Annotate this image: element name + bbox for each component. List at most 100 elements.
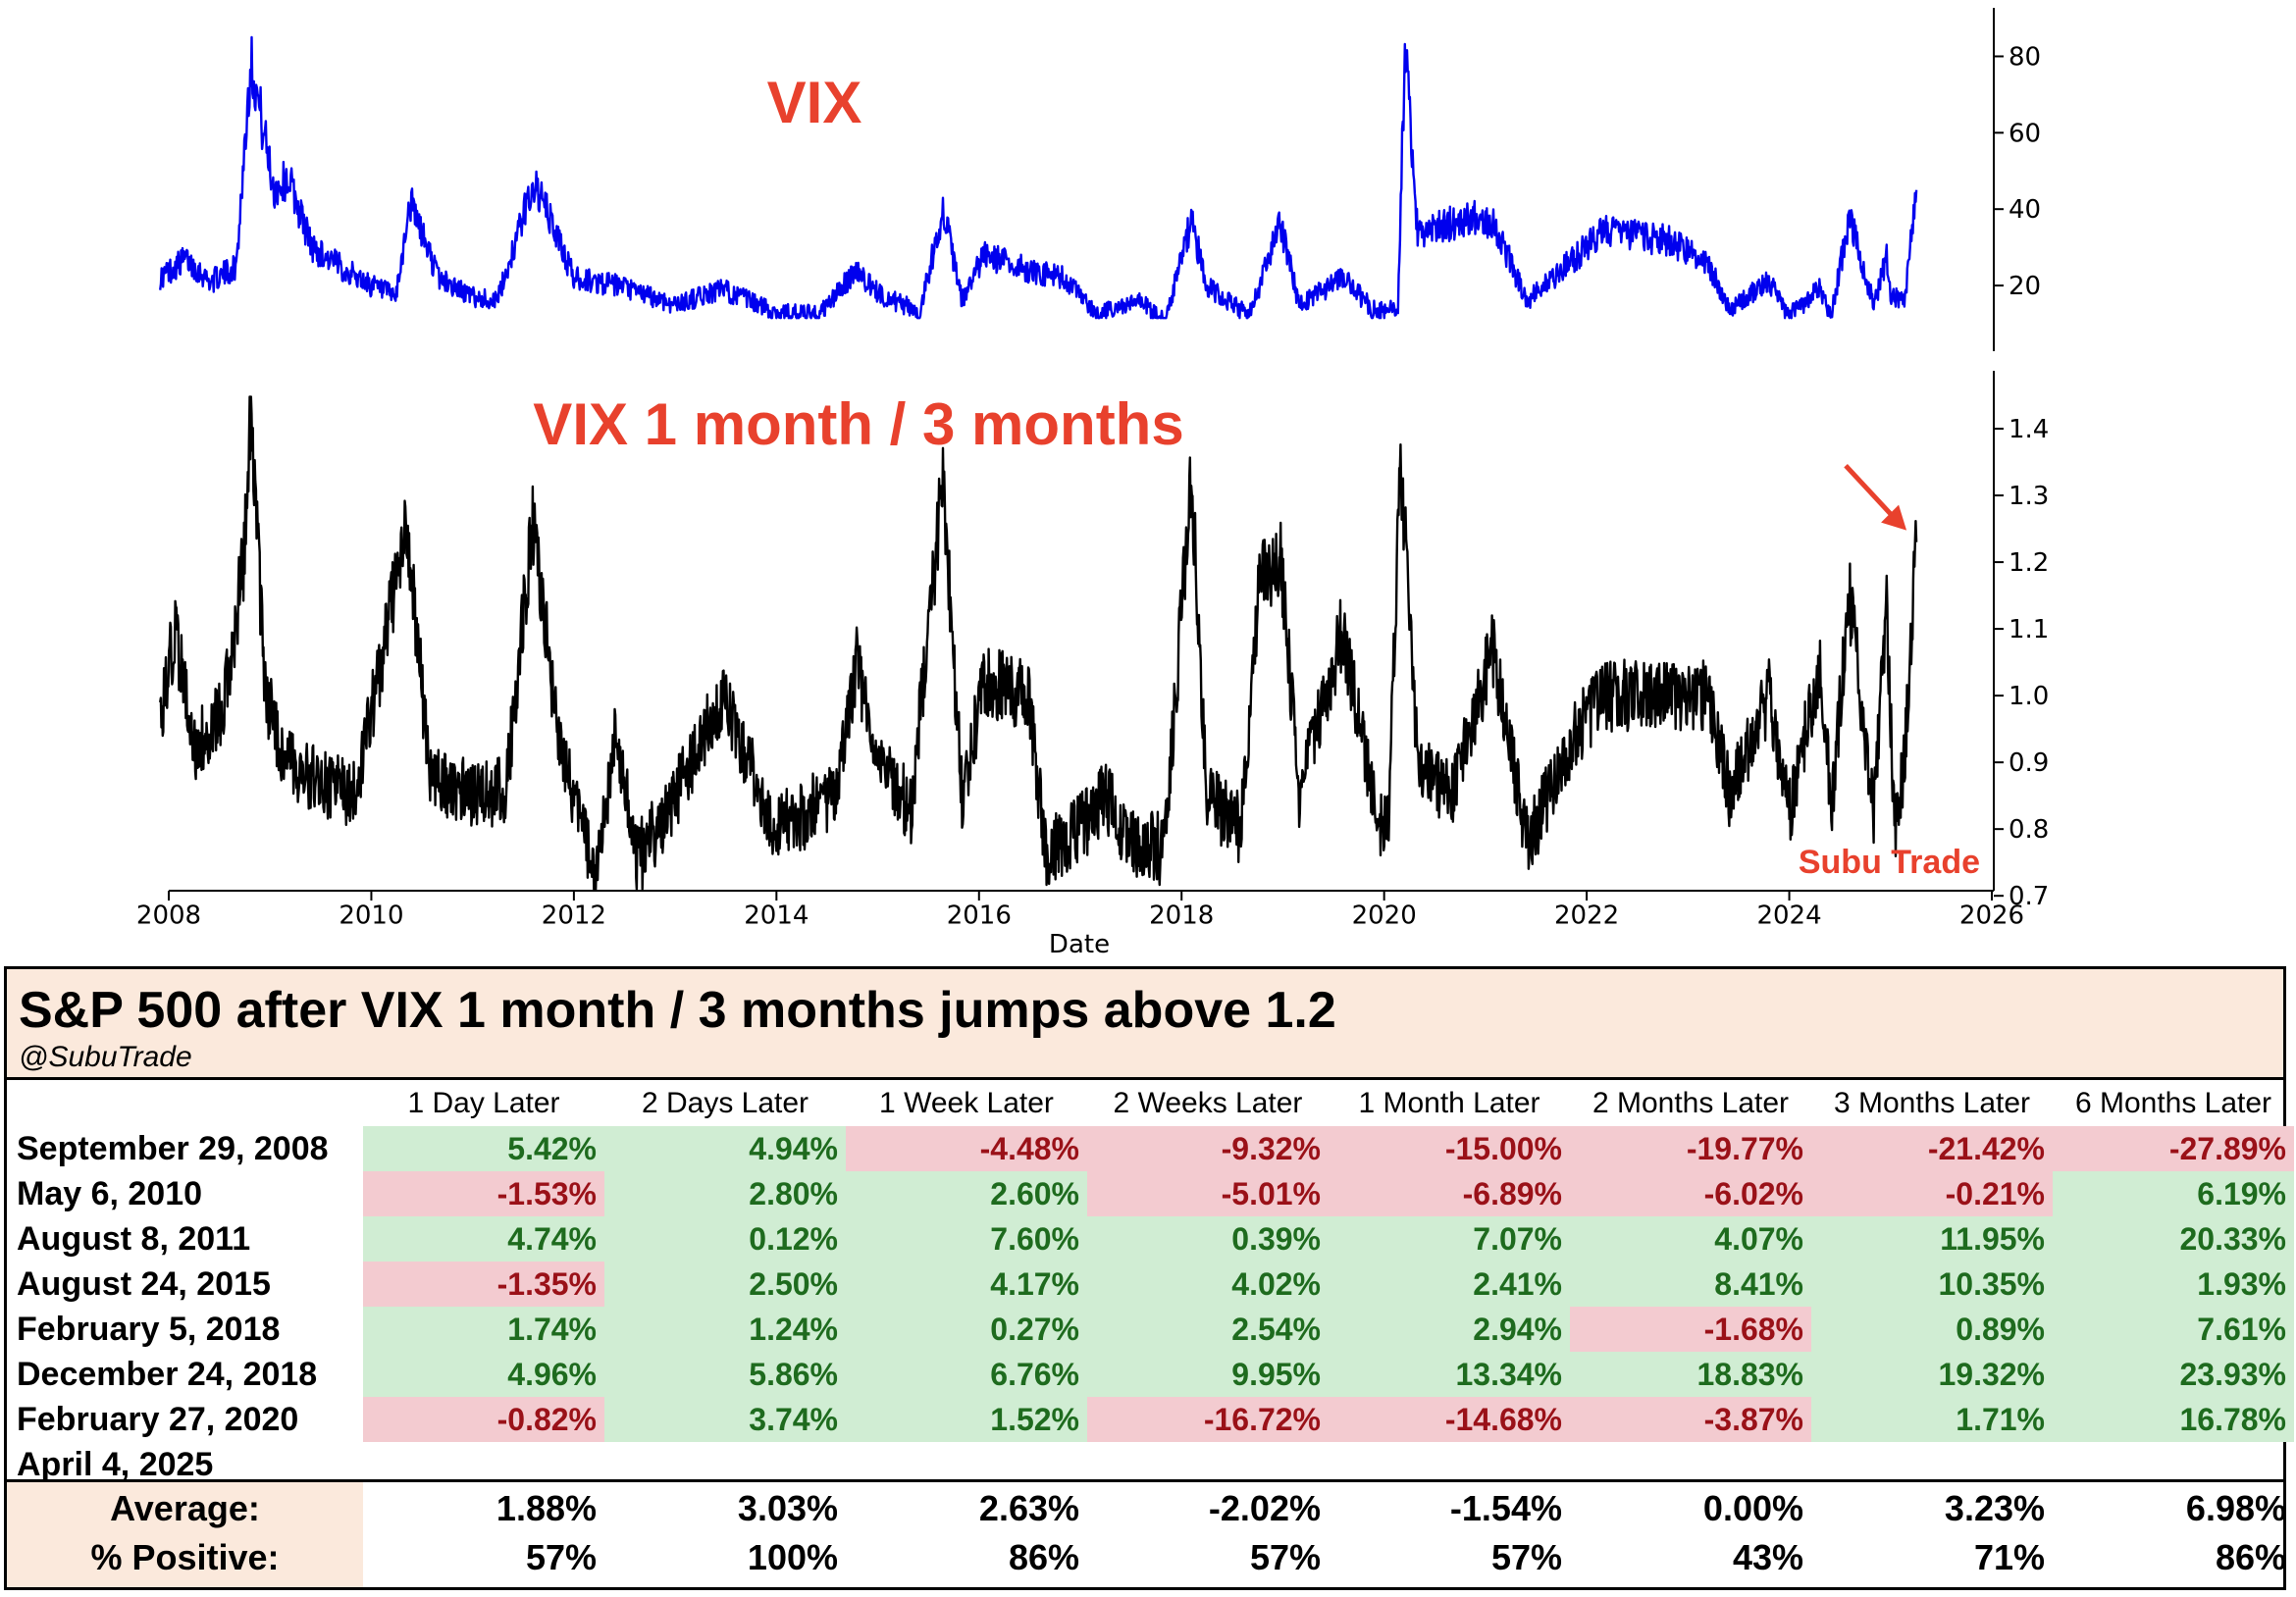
table-cell: 7.07% — [1329, 1216, 1570, 1262]
x-tick-label: 2020 — [1352, 902, 1417, 931]
table-header: S&P 500 after VIX 1 month / 3 months jum… — [7, 969, 2283, 1080]
table-cell: -6.89% — [1329, 1171, 1570, 1216]
table-cell: 2.54% — [1087, 1307, 1329, 1352]
summary-value: -1.54% — [1449, 1488, 1562, 1528]
summary-value: 0.00% — [1702, 1488, 1803, 1528]
table-cell: 4.74% — [363, 1216, 604, 1262]
table-cell: 19.32% — [1811, 1352, 2053, 1397]
table-cell: -6.02% — [1570, 1171, 1811, 1216]
summary-value: 86% — [1008, 1537, 1079, 1577]
summary-value: 3.23% — [1944, 1488, 2045, 1528]
summary-value: 6.98% — [2185, 1488, 2286, 1528]
x-tick-label: 2024 — [1756, 902, 1821, 931]
x-tick-label: 2018 — [1149, 902, 1214, 931]
row-date-label: August 24, 2015 — [17, 1265, 271, 1303]
x-tick-label: 2010 — [339, 902, 403, 931]
table-cell: -27.89% — [2053, 1126, 2294, 1171]
table-cell: -19.77% — [1570, 1126, 1811, 1171]
summary-value: 2.63% — [978, 1488, 1079, 1528]
y-tick-label: 80 — [2009, 42, 2041, 72]
column-header: 2 Months Later — [1592, 1087, 1790, 1119]
table-cell: 1.74% — [363, 1307, 604, 1352]
row-date-label: April 4, 2025 — [17, 1446, 214, 1483]
y-tick-label: 0.8 — [2009, 815, 2049, 845]
table-cell: -1.53% — [363, 1171, 604, 1216]
y-tick-label: 1.4 — [2009, 415, 2049, 444]
vix-chart: 20 40 60 80 VIX — [159, 8, 2041, 351]
y-tick-label: 0.7 — [2009, 882, 2049, 911]
table-cell: -16.72% — [1087, 1397, 1329, 1442]
table-cell: 0.39% — [1087, 1216, 1329, 1262]
column-header: 6 Months Later — [2074, 1087, 2272, 1119]
table-cell: 1.93% — [2053, 1262, 2294, 1307]
x-tick-label: 2016 — [947, 902, 1012, 931]
x-tick-label: 2026 — [1959, 902, 2024, 931]
row-date-label: February 27, 2020 — [17, 1401, 299, 1438]
column-header: 2 Days Later — [641, 1087, 809, 1119]
table-cell: 10.35% — [1811, 1262, 2053, 1307]
summary-label-column: Average: % Positive: — [7, 1482, 363, 1587]
vix-charts: 20 40 60 80 VIX 0.7 0.8 0.9 1.0 1.1 1.2 1.3 1.4 VIX … — [136, 8, 2049, 959]
table-cell: 4.96% — [363, 1352, 604, 1397]
column-header: 3 Months Later — [1833, 1087, 2031, 1119]
table-cell: 18.83% — [1570, 1352, 1811, 1397]
arrow-shaft — [1844, 463, 1899, 523]
table-cell: 2.80% — [604, 1171, 846, 1216]
summary-value: 1.88% — [496, 1488, 597, 1528]
y-tick-label: 0.9 — [2009, 748, 2049, 778]
y-tick-label: 1.3 — [2009, 482, 2049, 511]
vix-ratio-chart: 0.7 0.8 0.9 1.0 1.1 1.2 1.3 1.4 VIX 1 month / 3 … — [136, 371, 2049, 959]
table-cell: 13.34% — [1329, 1352, 1570, 1397]
table-handle: @SubuTrade — [19, 1041, 192, 1073]
chart-title-0: VIX — [767, 70, 862, 135]
table-cell: 0.89% — [1811, 1307, 2053, 1352]
table-cell: 1.71% — [1811, 1397, 2053, 1442]
y-tick-label: 40 — [2009, 195, 2041, 225]
y-tick-label: 1.2 — [2009, 548, 2049, 578]
table-cell: 23.93% — [2053, 1352, 2294, 1397]
summary-label: % Positive: — [90, 1537, 280, 1577]
summary-value: 71% — [1973, 1537, 2045, 1577]
table-cell: -21.42% — [1811, 1126, 2053, 1171]
series-line-1 — [159, 395, 1918, 891]
table-cell: 16.78% — [2053, 1397, 2294, 1442]
table-cell: -1.68% — [1570, 1307, 1811, 1352]
summary-value: 43% — [1732, 1537, 1803, 1577]
table-cell: 20.33% — [2053, 1216, 2294, 1262]
summary-value: 100% — [747, 1537, 838, 1577]
column-header: 2 Weeks Later — [1113, 1087, 1303, 1119]
table-cell: 11.95% — [1811, 1216, 2053, 1262]
summary-value: 86% — [2215, 1537, 2286, 1577]
table-cell: 4.17% — [846, 1262, 1087, 1307]
table-cell: 2.41% — [1329, 1262, 1570, 1307]
column-header: 1 Day Later — [407, 1087, 560, 1119]
y-tick-label: 1.0 — [2009, 682, 2049, 711]
table-cell: 6.19% — [2053, 1171, 2294, 1216]
row-date-label: August 8, 2011 — [17, 1220, 251, 1258]
table-cell: -4.48% — [846, 1126, 1087, 1171]
table-cell: 4.02% — [1087, 1262, 1329, 1307]
x-tick-label: 2012 — [542, 902, 606, 931]
table-cell: 0.12% — [604, 1216, 846, 1262]
table-cell: -5.01% — [1087, 1171, 1329, 1216]
table-cell: -15.00% — [1329, 1126, 1570, 1171]
table-cell: 0.27% — [846, 1307, 1087, 1352]
table-cell: 5.42% — [363, 1126, 604, 1171]
table-cell: 2.60% — [846, 1171, 1087, 1216]
row-date-label: December 24, 2018 — [17, 1356, 318, 1393]
table-cell: 4.07% — [1570, 1216, 1811, 1262]
summary-value: -2.02% — [1208, 1488, 1321, 1528]
row-date-label: February 5, 2018 — [17, 1311, 281, 1348]
table-cell: -14.68% — [1329, 1397, 1570, 1442]
table-cell: -3.87% — [1570, 1397, 1811, 1442]
x-tick-label: 2022 — [1554, 902, 1619, 931]
table-cell: 2.94% — [1329, 1307, 1570, 1352]
summary-section: Average: % Positive: 1.88% 3.03% 2.63% -2.02… — [7, 1479, 2286, 1587]
table-cell: 1.24% — [604, 1307, 846, 1352]
y-tick-label: 20 — [2009, 272, 2041, 301]
table-cell: 7.60% — [846, 1216, 1087, 1262]
table-cell: 4.94% — [604, 1126, 846, 1171]
y-tick-label: 60 — [2009, 119, 2041, 148]
y-tick-label: 1.1 — [2009, 615, 2049, 644]
column-header: 1 Week Later — [879, 1087, 1054, 1119]
